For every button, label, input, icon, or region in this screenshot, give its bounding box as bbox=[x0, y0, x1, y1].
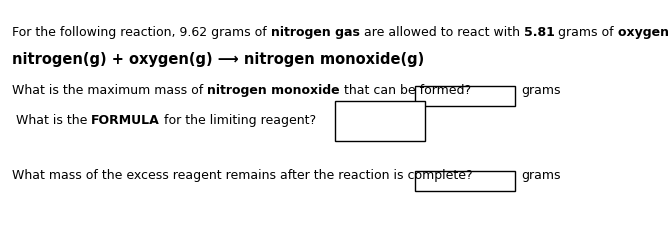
Text: that can be formed?: that can be formed? bbox=[340, 84, 471, 97]
Text: oxygen gas: oxygen gas bbox=[618, 26, 669, 39]
Bar bbox=[415, 86, 515, 106]
Text: 5.81: 5.81 bbox=[524, 26, 555, 39]
Text: What mass of the excess reagent remains after the reaction is complete?: What mass of the excess reagent remains … bbox=[12, 169, 472, 182]
Bar bbox=[415, 171, 515, 191]
Text: What is the maximum mass of: What is the maximum mass of bbox=[12, 84, 207, 97]
Text: FORMULA: FORMULA bbox=[92, 114, 160, 127]
Text: grams: grams bbox=[521, 84, 561, 97]
Text: What is the: What is the bbox=[12, 114, 92, 127]
Text: grams of: grams of bbox=[555, 26, 618, 39]
Text: grams: grams bbox=[521, 169, 561, 182]
Text: nitrogen monoxide: nitrogen monoxide bbox=[207, 84, 340, 97]
Bar bbox=[335, 101, 425, 141]
Text: for the limiting reagent?: for the limiting reagent? bbox=[160, 114, 316, 127]
Text: nitrogen gas: nitrogen gas bbox=[271, 26, 360, 39]
Text: are allowed to react with: are allowed to react with bbox=[360, 26, 524, 39]
Text: For the following reaction, 9.62 grams of: For the following reaction, 9.62 grams o… bbox=[12, 26, 271, 39]
Text: nitrogen(g) + oxygen(g) ⟶ nitrogen monoxide(g): nitrogen(g) + oxygen(g) ⟶ nitrogen monox… bbox=[12, 52, 424, 67]
